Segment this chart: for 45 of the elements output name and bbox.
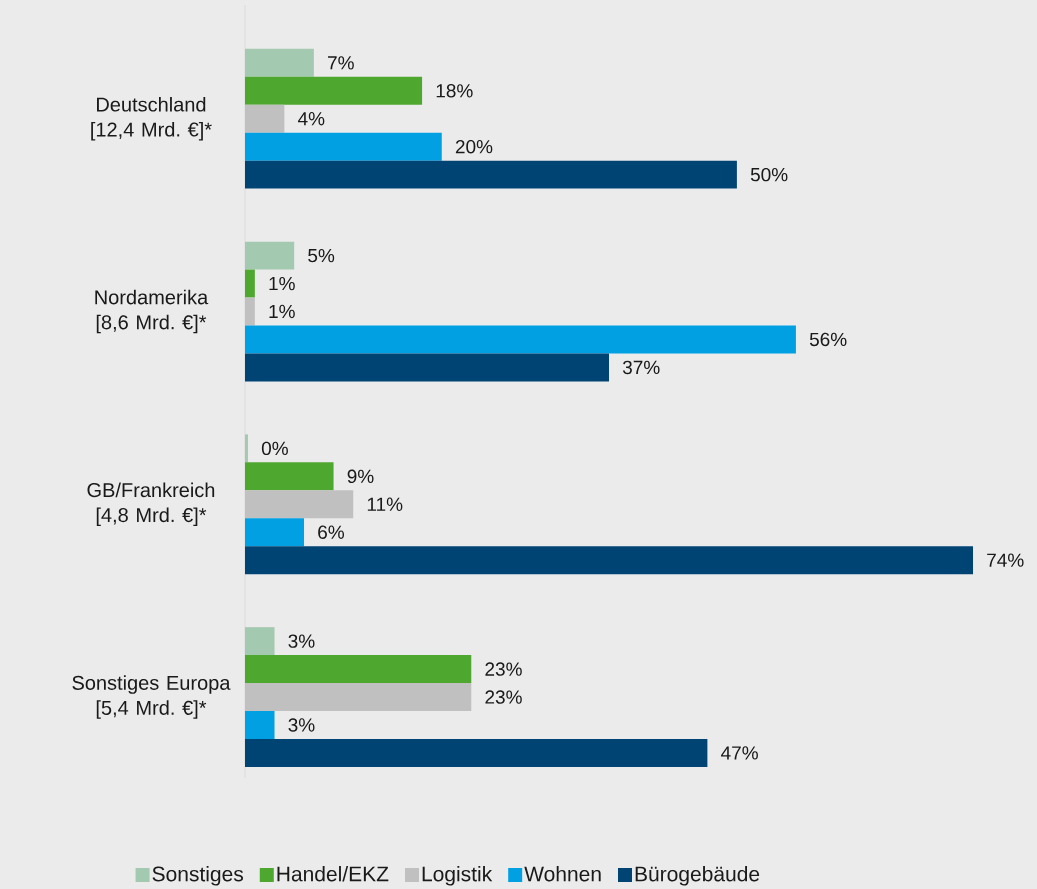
data-label: 18%: [436, 84, 473, 98]
bar: [245, 160, 737, 189]
data-label: 37%: [622, 360, 660, 375]
legend-label: Sonstiges: [152, 865, 244, 886]
y-tick-label: Deutschland [12,4 Mrd. €]*: [91, 96, 212, 141]
bar: [245, 269, 255, 298]
data-label: 20%: [455, 139, 493, 154]
data-label: 1%: [269, 276, 295, 291]
data-label: 1%: [269, 304, 295, 319]
legend-label: Wohnen: [524, 865, 601, 882]
legend-label: Handel/EKZ: [277, 865, 389, 882]
bar: [245, 627, 275, 656]
data-label: 74%: [987, 553, 1024, 567]
bar: [245, 462, 334, 491]
bar: [245, 546, 974, 575]
bar: [245, 325, 796, 354]
data-label: 0%: [261, 441, 288, 456]
data-label: 23%: [485, 662, 522, 676]
data-label: 3%: [288, 718, 315, 732]
data-label: 6%: [318, 525, 345, 539]
bar: [245, 434, 248, 463]
data-label: 47%: [721, 746, 758, 760]
data-label: 3%: [288, 634, 315, 648]
y-tick-label: Nordamerika [8,6 Mrd. €]*: [95, 289, 209, 334]
data-label: 23%: [485, 690, 522, 704]
data-label: 9%: [347, 469, 374, 484]
legend-label: Logistik: [422, 865, 493, 886]
bar: [245, 76, 423, 105]
bar: [245, 353, 609, 382]
data-label: 7%: [328, 56, 354, 70]
y-tick-label: GB/Frankreich [4,8 Mrd. €]*: [87, 482, 215, 527]
data-label: 11%: [367, 497, 403, 511]
legend-label: Bürogebäude: [635, 865, 760, 886]
data-label: 4%: [297, 112, 325, 126]
data-label: 50%: [750, 167, 788, 182]
data-label: 56%: [809, 332, 847, 347]
bar: [245, 711, 275, 739]
bar: [245, 48, 314, 77]
bar: [245, 132, 442, 161]
bar: [245, 518, 305, 547]
bar: [245, 241, 295, 270]
y-tick-label: Sonstiges Europa [5,4 Mrd. €]*: [72, 675, 231, 719]
bar: [245, 655, 472, 684]
bar: [245, 738, 708, 767]
data-label: 5%: [308, 248, 335, 263]
